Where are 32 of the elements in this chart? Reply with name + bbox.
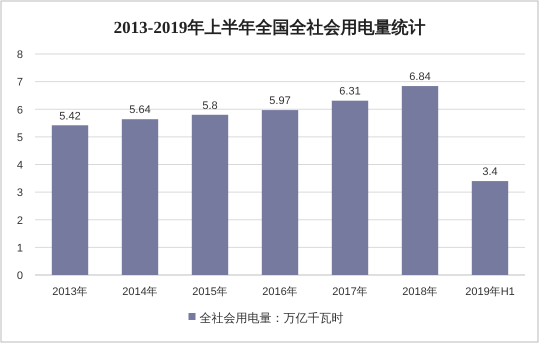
legend-label: 全社会用电量：万亿千瓦时 — [200, 311, 344, 325]
bar — [122, 119, 158, 275]
chart-title: 2013-2019年上半年全国全社会用电量统计 — [114, 18, 426, 37]
y-tick-label: 7 — [16, 76, 23, 89]
x-tick-label: 2014年 — [122, 286, 158, 298]
y-tick-label: 3 — [16, 187, 23, 200]
data-label: 6.84 — [409, 71, 431, 84]
bar — [192, 114, 228, 275]
y-tick-label: 1 — [16, 242, 23, 254]
bar — [332, 100, 368, 275]
x-tick-label: 2019年H1 — [465, 286, 515, 298]
y-tick-label: 5 — [16, 132, 23, 144]
bar — [472, 181, 508, 275]
bar — [402, 86, 438, 275]
x-tick-label: 2013年 — [52, 286, 88, 298]
data-label: 5.8 — [202, 100, 218, 112]
bar — [52, 125, 88, 275]
y-tick-label: 0 — [16, 270, 23, 282]
y-tick-label: 4 — [16, 160, 23, 172]
data-label: 6.31 — [339, 86, 361, 98]
x-tick-label: 2016年 — [262, 286, 298, 298]
x-tick-label: 2015年 — [192, 286, 228, 298]
y-tick-label: 6 — [16, 104, 23, 116]
data-label: 3.4 — [482, 166, 498, 178]
bar — [262, 110, 298, 275]
data-label: 5.97 — [269, 95, 291, 108]
data-label: 5.42 — [59, 110, 81, 122]
y-tick-label: 8 — [16, 49, 23, 61]
x-tick-label: 2018年 — [402, 286, 438, 298]
x-tick-label: 2017年 — [332, 286, 368, 298]
data-label: 5.64 — [129, 104, 151, 116]
y-tick-label: 2 — [16, 214, 23, 227]
